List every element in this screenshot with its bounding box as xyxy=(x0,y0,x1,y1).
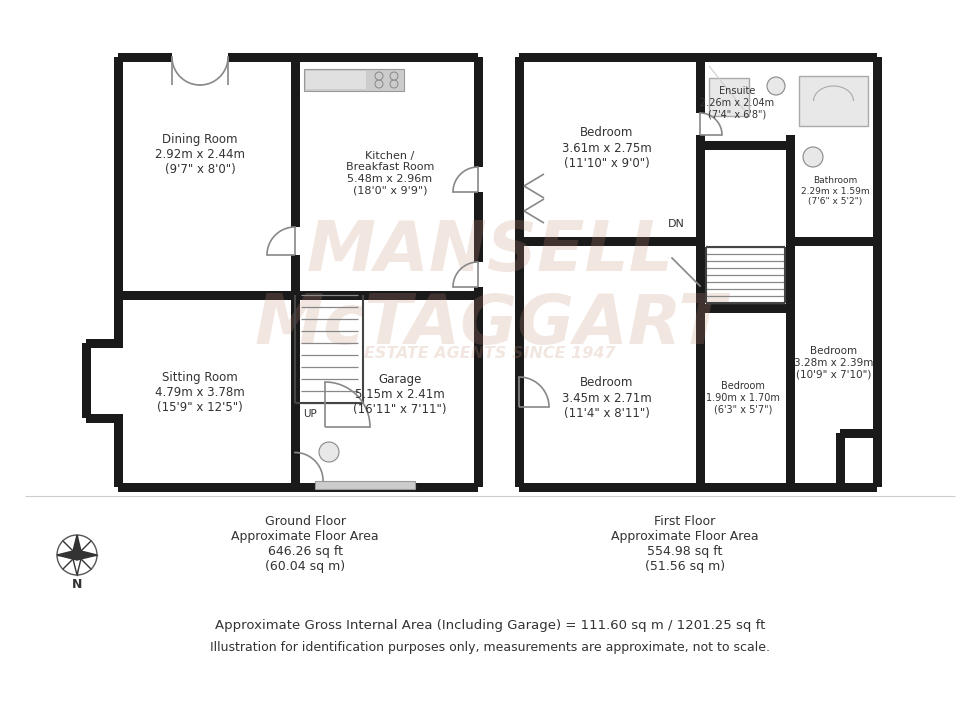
Bar xyxy=(799,76,868,126)
Bar xyxy=(845,437,872,482)
Bar xyxy=(695,113,706,135)
Bar xyxy=(118,57,478,487)
Text: Bathroom
2.29m x 1.59m
(7'6" x 5'2"): Bathroom 2.29m x 1.59m (7'6" x 5'2") xyxy=(801,176,869,206)
Bar xyxy=(700,53,877,61)
Bar xyxy=(86,343,122,418)
Text: DN: DN xyxy=(668,219,685,229)
Bar xyxy=(836,433,845,487)
Circle shape xyxy=(390,80,398,88)
Text: Bedroom
3.61m x 2.75m
(11'10" x 9'0"): Bedroom 3.61m x 2.75m (11'10" x 9'0") xyxy=(563,127,652,169)
Text: Dining Room
2.92m x 2.44m
(9'7" x 8'0"): Dining Room 2.92m x 2.44m (9'7" x 8'0") xyxy=(155,134,245,176)
Bar xyxy=(790,236,877,245)
Text: N: N xyxy=(72,577,82,591)
Bar xyxy=(304,69,404,91)
Bar xyxy=(315,481,415,489)
Bar xyxy=(114,57,122,487)
Text: First Floor
Approximate Floor Area
554.98 sq ft
(51.56 sq m): First Floor Approximate Floor Area 554.9… xyxy=(612,515,759,573)
Text: Ground Floor
Approximate Floor Area
646.26 sq ft
(60.04 sq m): Ground Floor Approximate Floor Area 646.… xyxy=(231,515,379,573)
Bar xyxy=(700,304,790,313)
Bar xyxy=(872,57,881,487)
Circle shape xyxy=(319,442,339,462)
Text: Bedroom
3.45m x 2.71m
(11'4" x 8'11"): Bedroom 3.45m x 2.71m (11'4" x 8'11") xyxy=(563,377,652,420)
Bar xyxy=(295,53,478,61)
Bar xyxy=(472,167,483,192)
Bar xyxy=(304,69,404,91)
Text: Kitchen /
Breakfast Room
5.48m x 2.96m
(18'0" x 9'9"): Kitchen / Breakfast Room 5.48m x 2.96m (… xyxy=(346,150,434,195)
Bar xyxy=(519,482,877,491)
Bar xyxy=(519,236,700,245)
Circle shape xyxy=(375,80,383,88)
Bar xyxy=(113,347,123,413)
Text: Bedroom
3.28m x 2.39m
(10'9" x 7'10"): Bedroom 3.28m x 2.39m (10'9" x 7'10") xyxy=(795,347,874,380)
Bar xyxy=(514,57,523,487)
Bar xyxy=(306,71,366,89)
Bar xyxy=(81,343,90,418)
Circle shape xyxy=(390,72,398,80)
Text: Sitting Room
4.79m x 3.78m
(15'9" x 12'5"): Sitting Room 4.79m x 3.78m (15'9" x 12'5… xyxy=(155,371,245,415)
Bar xyxy=(290,57,300,487)
Bar xyxy=(700,141,790,150)
Bar xyxy=(86,413,122,423)
Polygon shape xyxy=(72,535,82,555)
Bar xyxy=(315,481,415,489)
Bar xyxy=(473,57,482,487)
Text: Ensuite
2.26m x 2.04m
(7'4" x 6'8"): Ensuite 2.26m x 2.04m (7'4" x 6'8") xyxy=(700,86,774,120)
Bar xyxy=(519,53,700,61)
Text: MANSELL
McTAGGART: MANSELL McTAGGART xyxy=(254,219,726,358)
Text: Bedroom
1.90m x 1.70m
(6'3" x 5'7"): Bedroom 1.90m x 1.70m (6'3" x 5'7") xyxy=(706,382,780,415)
Text: UP: UP xyxy=(303,409,317,419)
Bar xyxy=(840,429,877,437)
Circle shape xyxy=(375,72,383,80)
Circle shape xyxy=(803,147,823,167)
Bar xyxy=(709,78,749,116)
Polygon shape xyxy=(57,550,77,560)
Polygon shape xyxy=(72,555,82,575)
Text: Illustration for identification purposes only, measurements are approximate, not: Illustration for identification purposes… xyxy=(210,642,770,654)
Text: ESTATE AGENTS SINCE 1947: ESTATE AGENTS SINCE 1947 xyxy=(365,345,615,361)
Bar xyxy=(172,51,228,63)
Text: Approximate Gross Internal Area (Including Garage) = 111.60 sq m / 1201.25 sq ft: Approximate Gross Internal Area (Includi… xyxy=(215,619,765,631)
Bar xyxy=(519,57,877,487)
Bar xyxy=(86,339,122,347)
Text: Garage
5.15m x 2.41m
(16'11" x 7'11"): Garage 5.15m x 2.41m (16'11" x 7'11") xyxy=(353,373,447,416)
Bar xyxy=(472,262,483,287)
Bar xyxy=(289,227,301,255)
Bar xyxy=(118,482,478,491)
Bar xyxy=(295,290,478,299)
Bar xyxy=(696,57,705,487)
Bar xyxy=(786,135,795,487)
Circle shape xyxy=(767,77,785,95)
Polygon shape xyxy=(77,550,97,560)
Bar xyxy=(118,290,295,299)
Bar xyxy=(118,53,295,61)
